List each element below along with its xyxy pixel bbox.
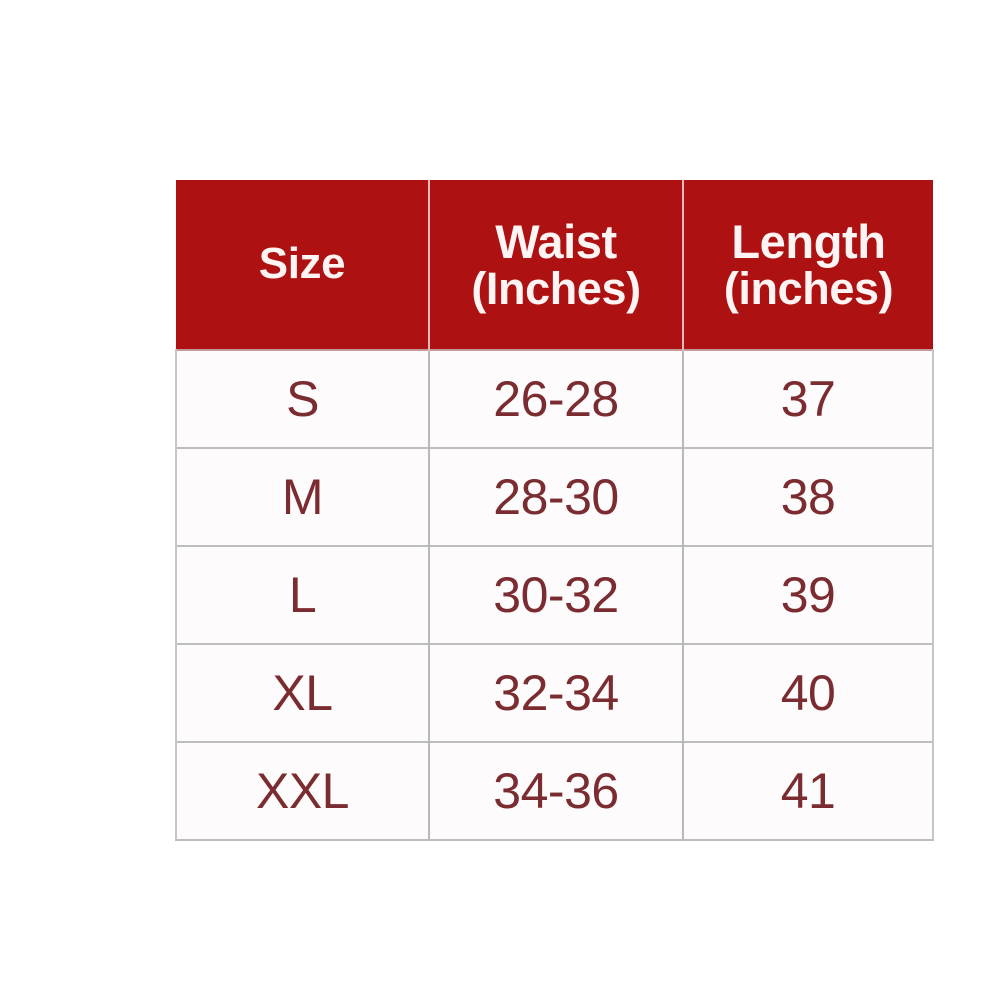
column-header-waist-line2: (Inches) bbox=[471, 262, 641, 314]
cell-length: 41 bbox=[682, 741, 934, 841]
table-header-row: Size Waist (Inches) Length (inches) bbox=[176, 180, 933, 350]
size-chart-table: Size Waist (Inches) Length (inches) S 26… bbox=[175, 180, 934, 841]
cell-length: 38 bbox=[682, 447, 934, 546]
cell-size: S bbox=[175, 349, 429, 448]
cell-waist: 32-34 bbox=[428, 643, 683, 742]
cell-length: 39 bbox=[682, 545, 934, 644]
table-body: S 26-28 37 M 28-30 38 L 30-32 39 XL 32-3… bbox=[175, 349, 934, 841]
table-row: L 30-32 39 bbox=[175, 545, 934, 644]
cell-size: XXL bbox=[175, 741, 429, 841]
column-header-size-line1: Size bbox=[258, 239, 346, 289]
cell-size: L bbox=[175, 545, 429, 644]
cell-waist: 28-30 bbox=[428, 447, 683, 546]
cell-waist: 26-28 bbox=[428, 349, 683, 448]
column-header-size: Size bbox=[176, 180, 429, 350]
table-row: XXL 34-36 41 bbox=[175, 741, 934, 841]
cell-waist: 34-36 bbox=[428, 741, 683, 841]
cell-length: 40 bbox=[682, 643, 934, 742]
column-header-length-line1: Length bbox=[731, 214, 886, 268]
table-row: XL 32-34 40 bbox=[175, 643, 934, 742]
table-row: M 28-30 38 bbox=[175, 447, 934, 546]
column-header-waist-line1: Waist bbox=[495, 214, 617, 268]
cell-size: XL bbox=[175, 643, 429, 742]
column-header-length: Length (inches) bbox=[682, 180, 933, 350]
table-row: S 26-28 37 bbox=[175, 349, 934, 448]
cell-length: 37 bbox=[682, 349, 934, 448]
column-header-length-line2: (inches) bbox=[723, 262, 894, 314]
table-header: Size Waist (Inches) Length (inches) bbox=[176, 180, 933, 350]
cell-size: M bbox=[175, 447, 429, 546]
column-header-waist: Waist (Inches) bbox=[428, 180, 683, 350]
cell-waist: 30-32 bbox=[428, 545, 683, 644]
